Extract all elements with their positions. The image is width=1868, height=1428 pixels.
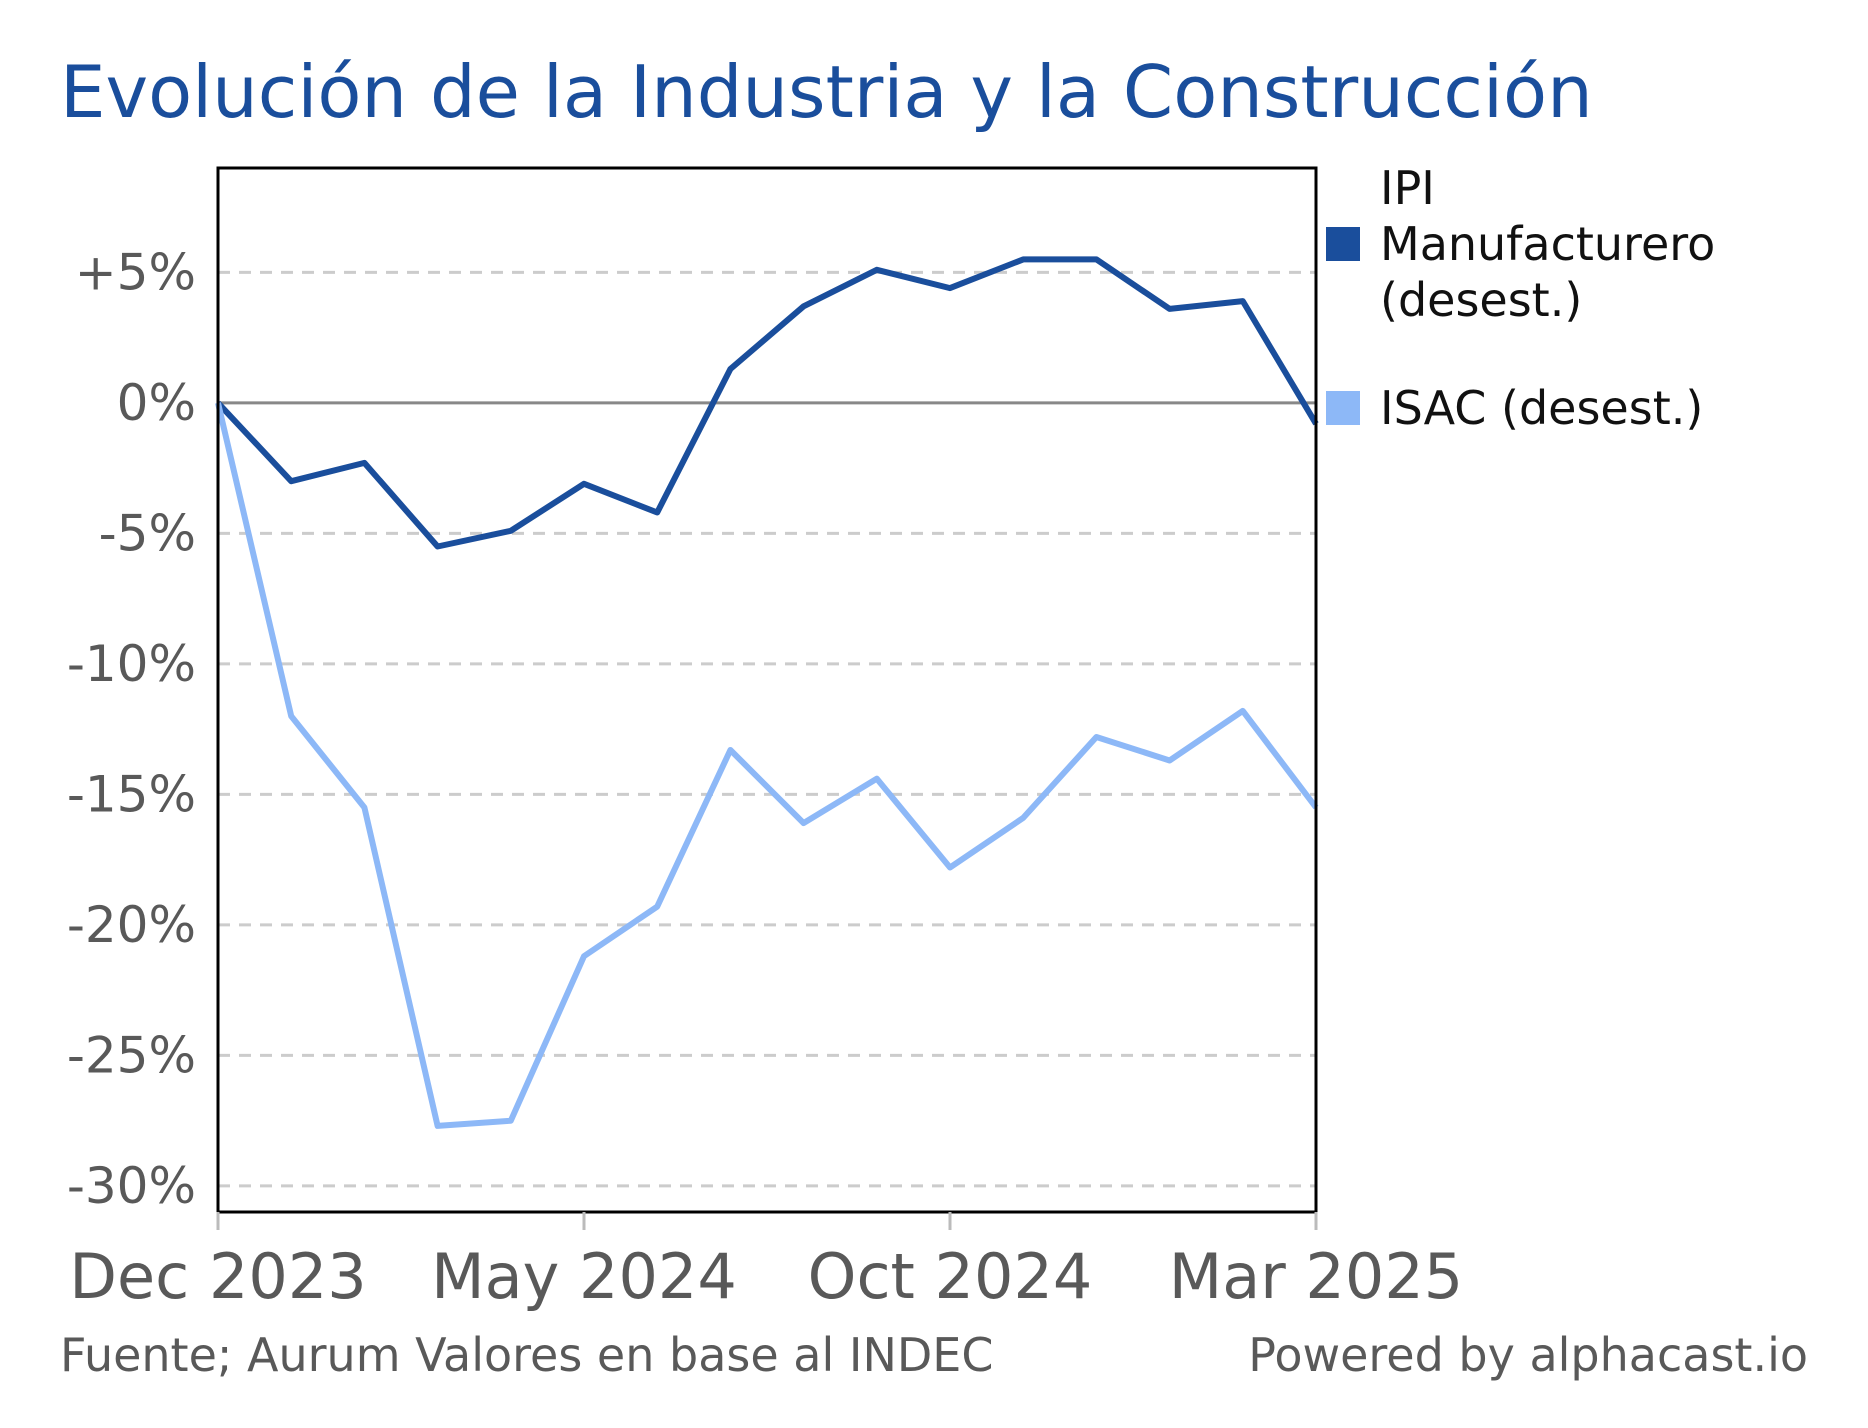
y-tick-label: -30% [67, 1157, 196, 1215]
legend-swatch-ipi [1326, 227, 1360, 261]
legend: IPI Manufacturero (desest.) ISAC (desest… [1326, 160, 1846, 488]
chart-title: Evolución de la Industria y la Construcc… [60, 50, 1593, 134]
x-tick-label: May 2024 [431, 1240, 737, 1313]
y-tick-label: 0% [117, 374, 196, 432]
y-tick-label: +5% [75, 243, 196, 301]
y-tick-label-layer: +5% 0% -5% -10% -15% -20% -25% -30% [67, 243, 196, 1215]
series-layer [215, 256, 1319, 1129]
plot-frame [216, 166, 1318, 1214]
y-tick-label: -20% [67, 896, 196, 954]
grid-layer [218, 270, 1316, 1188]
plot-frame-layer [216, 166, 1318, 1214]
legend-label-ipi: IPI Manufacturero (desest.) [1380, 161, 1716, 327]
series-line-isac [215, 402, 1319, 1129]
series-line-ipi [215, 256, 1319, 550]
x-tick-label: Oct 2024 [808, 1240, 1093, 1313]
legend-swatch-isac [1326, 391, 1360, 425]
x-tick-label: Mar 2025 [1169, 1240, 1463, 1313]
y-tick-label: -25% [67, 1026, 196, 1084]
legend-item-ipi[interactable]: IPI Manufacturero (desest.) [1326, 160, 1846, 328]
x-tick-label: Dec 2023 [69, 1240, 366, 1313]
legend-label-isac: ISAC (desest.) [1380, 381, 1704, 435]
x-tick-layer: Dec 2023 May 2024 Oct 2024 Mar 2025 [69, 1212, 1463, 1313]
legend-item-isac[interactable]: ISAC (desest.) [1326, 380, 1846, 436]
credit-note[interactable]: Powered by alphacast.io [1248, 1328, 1808, 1382]
y-tick-label: -10% [67, 635, 196, 693]
y-tick-label: -15% [67, 765, 196, 823]
y-tick-label: -5% [99, 504, 196, 562]
source-note: Fuente; Aurum Valores en base al INDEC [60, 1328, 994, 1382]
